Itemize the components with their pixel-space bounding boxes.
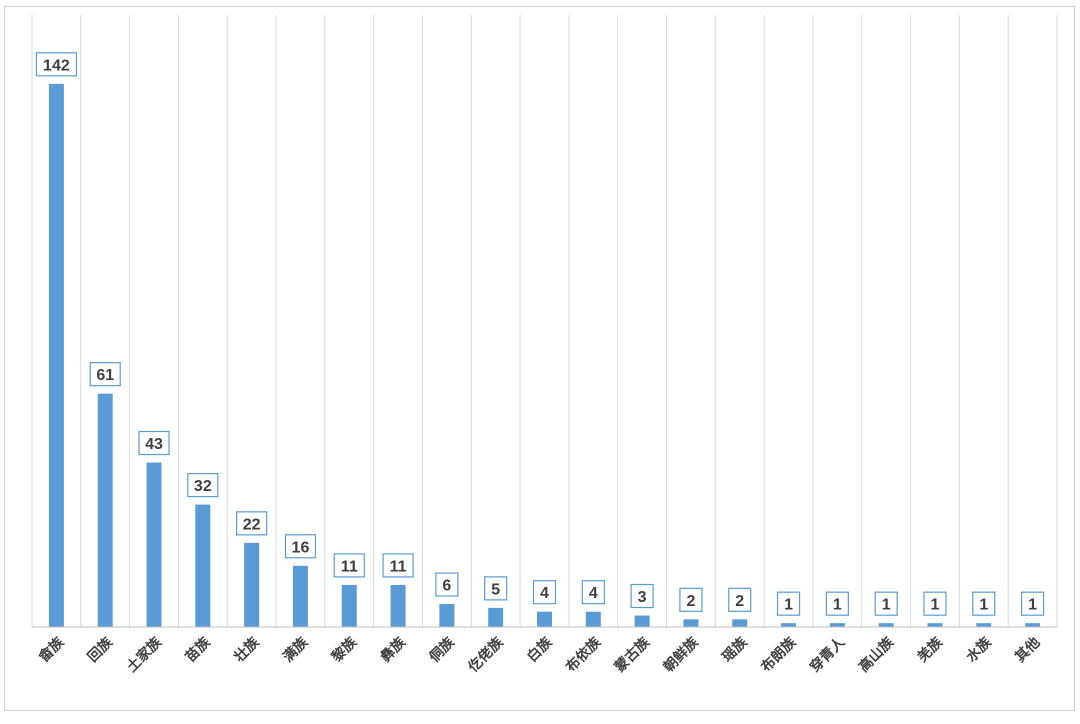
category-label: 高山族 — [855, 633, 897, 675]
data-label: 16 — [292, 539, 310, 556]
data-label: 6 — [442, 578, 451, 595]
data-label-box — [923, 591, 947, 616]
bar — [878, 623, 894, 627]
data-label-box — [972, 591, 996, 616]
data-label: 11 — [341, 558, 358, 575]
category-label: 布朗族 — [758, 633, 800, 675]
category-label: 土家族 — [123, 633, 165, 675]
data-label-box — [435, 572, 459, 597]
data-label-box — [728, 587, 752, 612]
category-label: 白族 — [524, 633, 557, 666]
data-label-box — [333, 553, 365, 578]
data-label: 5 — [491, 581, 500, 598]
bar — [976, 623, 992, 627]
category-label: 侗族 — [425, 633, 458, 666]
data-label-box — [382, 553, 414, 578]
data-label: 1 — [979, 597, 988, 614]
bar — [927, 623, 943, 627]
category-label: 黎族 — [328, 633, 361, 666]
bar — [781, 623, 797, 627]
data-label-box — [776, 591, 801, 616]
bar — [585, 611, 601, 627]
data-label-box — [825, 591, 849, 616]
bar — [732, 619, 748, 627]
bar — [829, 623, 845, 627]
category-label: 水族 — [963, 633, 996, 666]
bar — [683, 619, 699, 627]
category-label: 满族 — [279, 633, 312, 666]
data-label-box — [187, 473, 219, 498]
bar — [341, 584, 357, 627]
data-label: 61 — [96, 367, 114, 384]
data-label-box — [138, 430, 170, 456]
data-label: 4 — [589, 585, 598, 602]
data-label: 2 — [686, 593, 695, 610]
bar — [292, 565, 308, 627]
data-label: 1 — [833, 597, 842, 614]
bar — [488, 607, 504, 627]
data-label-box — [630, 583, 654, 609]
data-label-box — [1020, 591, 1045, 616]
data-label: 4 — [540, 585, 549, 602]
category-label: 彝族 — [377, 633, 410, 666]
data-label: 2 — [735, 593, 744, 610]
data-label-box — [284, 534, 317, 559]
data-label: 11 — [390, 558, 407, 575]
bar — [439, 604, 455, 627]
data-label-box — [581, 580, 605, 605]
data-label: 43 — [145, 436, 163, 453]
data-label: 22 — [243, 516, 261, 533]
data-label: 3 — [638, 589, 647, 606]
data-label: 32 — [194, 478, 212, 495]
data-label-box — [679, 587, 703, 612]
category-label: 回族 — [84, 633, 117, 666]
bar — [195, 504, 211, 627]
data-label: 1 — [882, 597, 891, 614]
bar — [244, 542, 260, 627]
bar — [537, 611, 552, 627]
data-label-box — [874, 591, 898, 616]
data-label: 1 — [784, 597, 793, 614]
bar — [634, 615, 650, 627]
bar — [146, 462, 162, 627]
category-label: 布依族 — [562, 633, 604, 675]
category-label: 仡佬族 — [464, 633, 507, 676]
category-label: 其他 — [1012, 634, 1044, 666]
data-label-box — [484, 576, 508, 601]
data-label: 142 — [43, 57, 70, 74]
bar — [390, 584, 406, 627]
data-label-box — [35, 52, 78, 77]
category-label: 畲族 — [35, 633, 68, 666]
data-label-box — [89, 362, 121, 387]
data-label-box — [532, 580, 557, 605]
bar — [1025, 623, 1041, 627]
bar — [48, 83, 64, 628]
category-label: 瑶族 — [719, 633, 752, 666]
data-label: 1 — [931, 597, 940, 614]
category-label: 朝鲜族 — [660, 633, 702, 675]
bar — [97, 393, 113, 627]
category-label: 穿青人 — [806, 633, 848, 675]
category-label: 蒙古族 — [611, 633, 653, 675]
data-label: 1 — [1028, 597, 1037, 614]
data-label-box — [236, 511, 268, 536]
category-label: 羌族 — [914, 633, 947, 666]
category-label: 苗族 — [182, 633, 215, 666]
category-label: 壮族 — [231, 633, 264, 666]
